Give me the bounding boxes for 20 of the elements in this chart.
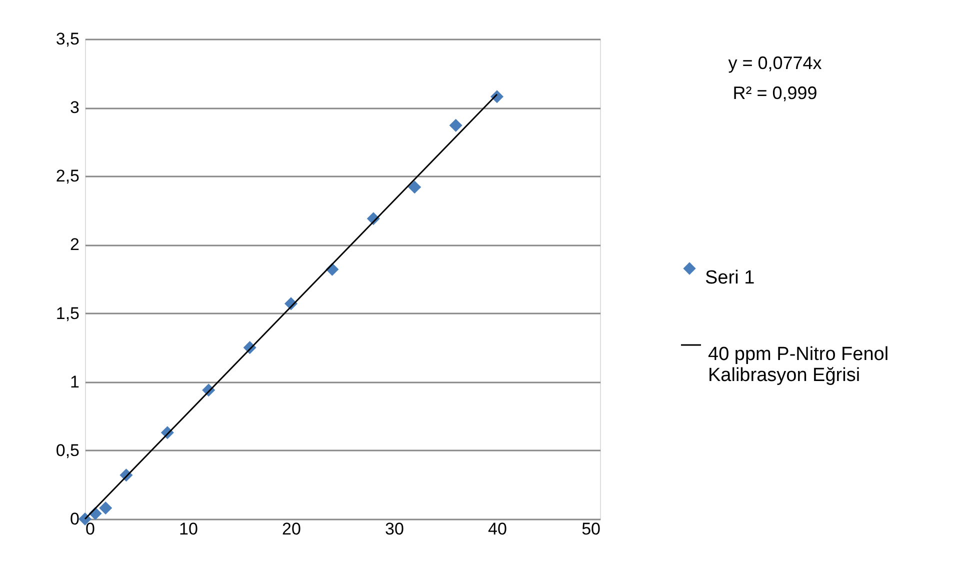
- x-tick-label: 50: [582, 520, 600, 538]
- x-tick-label: 40: [488, 520, 507, 538]
- y-tick-label: 1,5: [56, 304, 80, 323]
- legend-label: Seri 1: [705, 268, 755, 288]
- y-tick-label: 3: [70, 98, 80, 118]
- x-tick-label: 30: [385, 520, 404, 538]
- text: y = 0,0774x: [728, 53, 822, 73]
- point: [99, 502, 112, 515]
- y-tick-label: 0,5: [56, 440, 80, 460]
- y-tick-label: 2,5: [56, 166, 80, 186]
- point: [408, 180, 422, 194]
- point: [449, 118, 462, 132]
- y-tick-label: 1: [70, 372, 80, 392]
- y-tick-label: 2: [70, 235, 80, 254]
- text: R² = 0,999: [732, 83, 818, 103]
- x-tick-label: 20: [282, 520, 301, 538]
- x-tick-label: 10: [179, 520, 198, 538]
- y-tick-label: 3,5: [56, 30, 80, 48]
- x-tick-label: 0: [86, 520, 95, 538]
- legend-label: 40 ppm P-Nitro Fenol Kalibrasyon Eğrisi: [708, 344, 889, 386]
